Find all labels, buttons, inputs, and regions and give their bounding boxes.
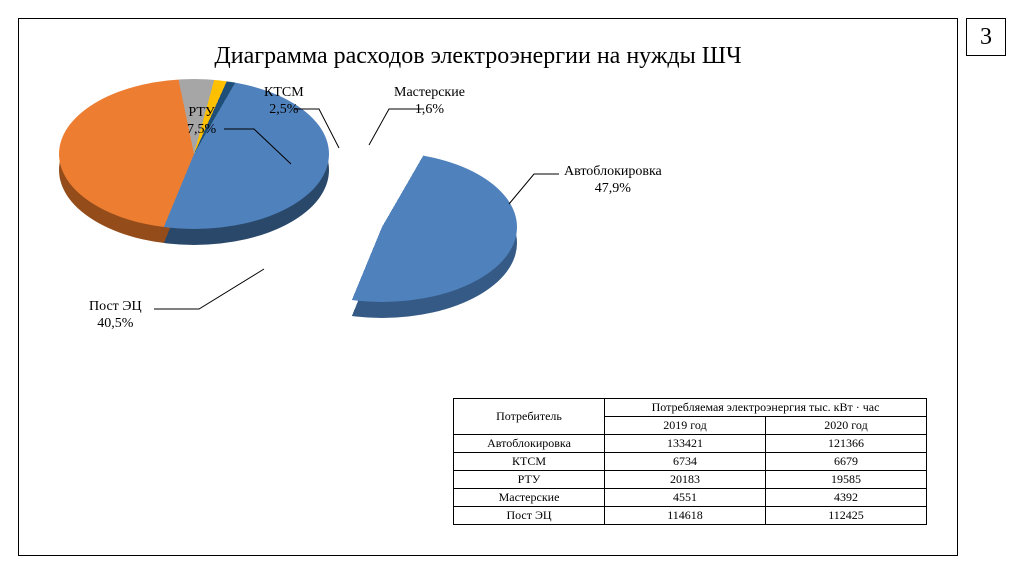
table-row: Автоблокировка 133421 121366 [454, 435, 927, 453]
table-row: КТСМ 6734 6679 [454, 453, 927, 471]
col-2020-header: 2020 год [766, 417, 927, 435]
table-row: Пост ЭЦ 114618 112425 [454, 507, 927, 525]
label-avtoblokirovka: Автоблокировка 47,9% [564, 164, 662, 198]
table-header-row: Потребитель Потребляемая электроэнергия … [454, 399, 927, 417]
pie-chart: Автоблокировка 47,9% Пост ЭЦ 40,5% РТУ 7… [59, 79, 699, 419]
table-row: РТУ 20183 19585 [454, 471, 927, 489]
label-ktsm: КТСМ 2,5% [264, 85, 304, 119]
label-post-ets: Пост ЭЦ 40,5% [89, 299, 142, 333]
data-table: Потребитель Потребляемая электроэнергия … [453, 398, 927, 525]
col-energy-group-header: Потребляемая электроэнергия тыс. кВт · ч… [605, 399, 927, 417]
page-number: 3 [966, 18, 1006, 56]
col-2019-header: 2019 год [605, 417, 766, 435]
chart-title: Диаграмма расходов электроэнергии на нуж… [79, 43, 877, 70]
table-row: Мастерские 4551 4392 [454, 489, 927, 507]
label-rtu: РТУ 7,5% [187, 105, 216, 139]
content-frame: Диаграмма расходов электроэнергии на нуж… [18, 18, 958, 556]
col-consumer-header: Потребитель [454, 399, 605, 435]
label-masterskie: Мастерские 1,6% [394, 85, 465, 119]
